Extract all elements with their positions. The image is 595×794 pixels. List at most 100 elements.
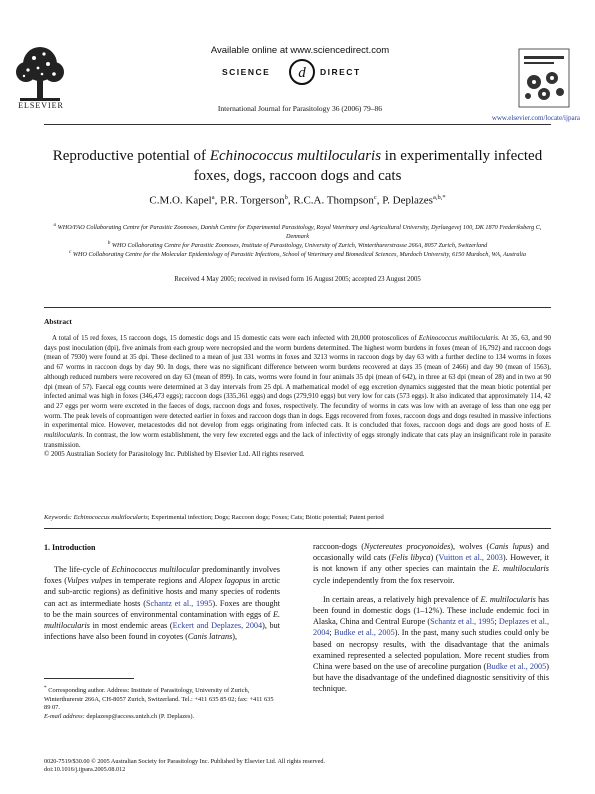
r-species-4: E. multilocularis [492,564,549,574]
affiliation-c: c WHO Collaborating Centre for the Molec… [44,248,551,260]
r-species-3: Felis libyca [391,553,431,563]
author-kapel-sup: a [211,194,215,201]
bottom-imprint: 0020-7519/$30.00 © 2005 Australian Socie… [44,758,444,775]
footnote-corresponding-text: Corresponding author. Address: Institute… [44,687,274,712]
author-thompson: R.C.A. Thompson [293,194,374,207]
abstract-top-rule [44,307,551,308]
affiliation-c-marker: c [69,249,72,255]
intro-left-column: The life-cycle of Echinococcus multilocu… [44,564,280,642]
issn-line: 0020-7519/$30.00 © 2005 Australian Socie… [44,758,326,765]
corresponding-star-icon: * [442,194,446,201]
title-species: Echinococcus multilocularis [209,148,382,164]
author-thompson-sup: c [373,194,377,201]
footnote-email-address[interactable]: deplazesp@access.unizh.ch (P. Deplazes). [86,712,195,720]
ref-link-schantz-1[interactable]: Schantz et al., 1995 [145,598,213,608]
ref-link-budke-1[interactable]: Budke et al., 2005 [334,628,395,638]
abstract-text-c: . In contrast, the low worm establishmen… [44,432,551,449]
intro-text-6: in most endemic areas ( [89,621,173,631]
doi-line: doi:10.1016/j.ijpara.2005.08.012 [44,766,126,774]
sd-right-text: DIRECT [320,67,361,77]
footnote-email: E-mail address: deplazesp@access.unizh.c… [44,713,280,722]
affiliation-a: a WHO/FAO Collaborating Centre for Paras… [44,221,551,241]
header-rule [44,124,551,125]
availability-line: Available online at www.sciencedirect.co… [210,45,390,56]
keywords-species: Echinococcus multilocularis [73,514,148,521]
r-text-6: cycle independently from the fox reservo… [313,575,455,585]
ref-link-schantz-2[interactable]: Schantz et al., 1995 [430,617,495,627]
author-kapel: C.M.O. Kapel [149,194,212,207]
r2-species: E. multilocularis [480,594,536,604]
keywords-label: Keywords: [44,514,74,521]
author-sep-3: , [376,194,383,207]
intro-right-column: raccoon-dogs (Nyctereutes procyonoides),… [313,541,549,695]
sciencedirect-logo: SCIENCE d DIRECT [222,58,382,86]
intro-text-1: The life-cycle of [54,565,112,574]
abstract-heading: Abstract [44,317,72,326]
abstract-text-b: . At 35, 63, and 90 days post inoculatio… [44,335,551,430]
intro-species-4: E. multilocularis [44,609,280,631]
footnote-email-label: E-mail address: [44,712,87,720]
intro-species-5: Canis latrans [187,632,233,642]
intro-text-8: ), [232,632,238,642]
r2-text-2: has been found in domestic dogs (1–12%).… [313,594,549,627]
abstract-copyright: © 2005 Australian Society for Parasitolo… [44,451,305,459]
author-sep-1: , [214,194,221,207]
r2-text-1: In certain areas, a relatively high prev… [323,594,481,604]
abstract-species-2: E. multilocularis [44,422,551,440]
affiliation-b-marker: b [107,240,111,246]
journal-cover-icon [518,48,570,108]
intro-text-2: predominantly involves foxes ( [44,565,280,586]
ref-link-budke-2[interactable]: Budke et al., 2005 [486,662,547,672]
r2-text-3: ). In the past, many such studies could … [313,628,549,672]
affiliation-c-text: WHO Collaborating Centre for the Molecul… [72,251,526,259]
intro-right-paragraph-2: In certain areas, a relatively high prev… [313,594,549,695]
footnote-corresponding: * Corresponding author. Address: Institu… [44,684,280,713]
r-species-2: Canis lupus [489,542,531,551]
intro-paragraph-1: The life-cycle of Echinococcus multilocu… [44,564,280,642]
author-deplazes-sup: a,b,* [433,194,446,201]
intro-species-1: Echinococcus multilocular [111,565,200,574]
r-text-2: ), wolves ( [450,542,490,551]
affiliation-a-text: WHO/FAO Collaborating Centre for Parasit… [57,224,542,240]
article-title: Reproductive potential of Echinococcus m… [50,146,545,186]
journal-citation: International Journal for Parasitology 3… [217,104,383,113]
r2-sep-1: ; [494,617,499,627]
affiliation-b-text: WHO Collaborating Centre for Parasitic Z… [111,242,488,250]
intro-right-paragraph-1: raccoon-dogs (Nyctereutes procyonoides),… [313,541,549,586]
author-deplazes-sup-letters: a,b, [432,194,443,201]
author-deplazes: P. Deplazes [382,194,433,207]
intro-text-4: in arctic and sub-arctic regions) as def… [44,576,280,608]
abstract-text-a: A total of 15 red foxes, 15 raccoon dogs… [52,335,419,342]
r2-sep-2: ; [329,628,334,638]
author-torgerson: P.R. Torgerson [220,194,285,207]
title-post: in experimentally infected foxes, dogs, … [193,148,543,184]
intro-species-3: Alopex lagopus [199,576,251,586]
received-dates: Received 4 May 2005; received in revised… [174,276,421,283]
intro-text-7: ), but infections have also been found i… [44,621,280,642]
r-species-1: Nyctereutes procyonoides [363,542,451,551]
intro-text-3: in temperate regions and [112,576,200,586]
footnote-star: * [44,685,47,691]
elsevier-tree-logo [14,44,66,102]
ref-link-eckert[interactable]: Eckert and Deplazes, 2004 [172,621,263,631]
author-torgerson-sup: b [284,194,288,201]
footnote-rule [44,678,134,679]
journal-url-link[interactable]: www.elsevier.com/locate/ijpara [491,114,580,122]
abstract-body: A total of 15 red foxes, 15 raccoon dogs… [44,334,551,460]
r-text-5: ). However, it is not known if any other… [313,553,550,574]
intro-heading: 1. Introduction [44,543,96,552]
sd-at-icon: d [289,59,315,85]
keywords-line: Keywords: Echinococcus multilocularis; E… [44,514,551,521]
r-text-1: raccoon-dogs ( [313,542,364,551]
elsevier-wordmark: ELSEVIER [18,101,64,110]
r-text-4: ) ( [430,553,439,563]
svg-text:d: d [298,65,306,81]
author-sep-2: , [287,194,294,207]
intro-text-5: ). Foxes are thought to be the main sour… [44,598,280,619]
r2-text-4: ) but have the disadvantage of the undef… [313,662,549,694]
ref-link-vuitton[interactable]: Vuitton et al., 2003 [438,553,503,563]
ref-link-deplazes[interactable]: Deplazes et al., 2004 [313,617,549,638]
author-list: C.M.O. Kapela, P.R. Torgersonb, R.C.A. T… [50,194,545,207]
r-text-3: ) and occasionally wild cats ( [313,542,549,563]
affiliation-b: b WHO Collaborating Centre for Parasitic… [44,239,551,251]
